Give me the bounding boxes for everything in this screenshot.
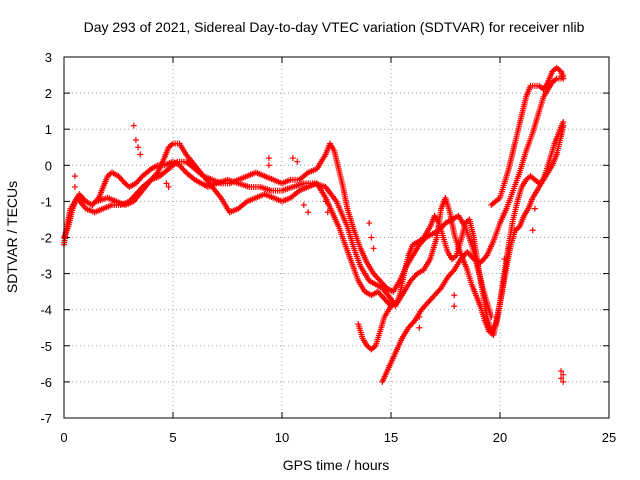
- grid: [64, 57, 609, 418]
- data-point: [322, 198, 329, 205]
- data-point: [501, 256, 508, 263]
- y-tick-label: -3: [40, 267, 52, 282]
- data-point: [324, 209, 331, 216]
- x-tick-label: 25: [602, 430, 616, 445]
- data-point: [289, 155, 296, 162]
- y-tick-label: 0: [45, 158, 52, 173]
- y-axis-label: SDTVAR / TECUs: [4, 181, 20, 293]
- data-point: [558, 375, 565, 382]
- data-point: [130, 122, 137, 129]
- plot-frame: [63, 56, 610, 419]
- data-point: [265, 162, 272, 169]
- data-point: [71, 183, 78, 190]
- data-point: [529, 227, 536, 234]
- data-markers: [61, 64, 567, 385]
- data-point: [163, 180, 170, 187]
- data-point: [305, 209, 312, 216]
- data-point: [135, 144, 142, 151]
- data-point: [294, 158, 301, 165]
- data-point: [368, 234, 375, 241]
- data-point: [165, 183, 172, 190]
- series-5: [488, 64, 567, 209]
- series-1: [61, 122, 567, 335]
- axis-ticks: 0 5 10 15 20 25 -7 -6 -5 -4 -3 -2 -1 0 1 2 3: [40, 50, 616, 445]
- y-tick-label: -5: [40, 339, 52, 354]
- data-point: [366, 220, 373, 227]
- data-point: [451, 303, 458, 310]
- y-tick-label: 2: [45, 86, 52, 101]
- series-3: [93, 140, 495, 320]
- data-point: [558, 368, 565, 375]
- data-point: [560, 75, 567, 82]
- data-point: [451, 292, 458, 299]
- y-tick-label: -2: [40, 231, 52, 246]
- x-tick-label: 5: [169, 430, 176, 445]
- data-point: [560, 378, 567, 385]
- y-tick-label: -1: [40, 194, 52, 209]
- data-point: [416, 313, 423, 320]
- data-point: [300, 202, 307, 209]
- data-point: [390, 299, 397, 306]
- y-tick-label: -4: [40, 303, 52, 318]
- data-point: [505, 245, 512, 252]
- y-tick-label: -7: [40, 411, 52, 426]
- x-tick-label: 20: [493, 430, 507, 445]
- data-point: [435, 223, 442, 230]
- y-tick-label: -6: [40, 375, 52, 390]
- x-tick-label: 0: [60, 430, 67, 445]
- x-tick-label: 15: [384, 430, 398, 445]
- x-tick-label: 10: [275, 430, 289, 445]
- data-point: [488, 313, 495, 320]
- y-tick-label: 3: [45, 50, 52, 65]
- series-4: [379, 72, 567, 385]
- data-point: [531, 205, 538, 212]
- data-point: [71, 173, 78, 180]
- chart-title: Day 293 of 2021, Sidereal Day-to-day VTE…: [84, 19, 585, 35]
- data-point: [370, 245, 377, 252]
- series-6: [355, 299, 397, 353]
- x-axis-label: GPS time / hours: [283, 457, 390, 473]
- data-point: [560, 371, 567, 378]
- data-point: [265, 155, 272, 162]
- series-7: [71, 122, 567, 385]
- data-point: [137, 151, 144, 158]
- data-point: [560, 118, 567, 125]
- y-tick-label: 1: [45, 122, 52, 137]
- data-point: [132, 137, 139, 144]
- data-point: [416, 324, 423, 331]
